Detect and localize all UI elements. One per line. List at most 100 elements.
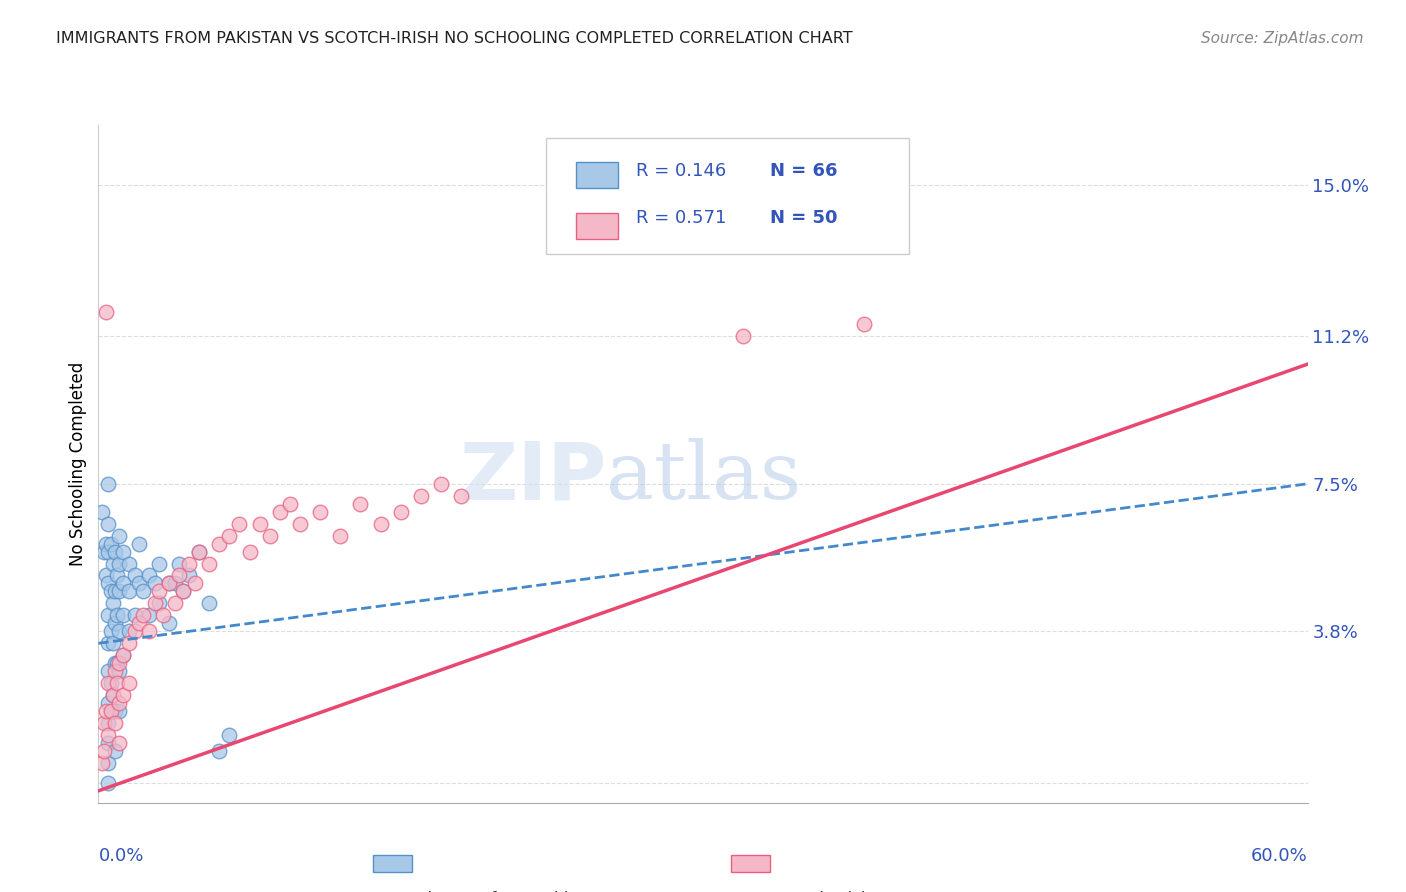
Point	[103, 664, 125, 678]
Point	[105, 657, 128, 671]
Point	[124, 568, 146, 582]
FancyBboxPatch shape	[546, 138, 908, 253]
Point	[111, 576, 134, 591]
Point	[107, 657, 129, 671]
Point	[97, 544, 120, 558]
Point	[157, 576, 180, 591]
Point	[128, 576, 150, 591]
Point	[100, 624, 122, 639]
Point	[97, 576, 120, 591]
Point	[100, 704, 122, 718]
Point	[93, 716, 115, 731]
Point	[107, 528, 129, 542]
Point	[118, 676, 141, 690]
Point	[132, 584, 155, 599]
Point	[148, 584, 170, 599]
Point	[430, 476, 453, 491]
Point	[184, 576, 207, 591]
Point	[409, 489, 432, 503]
Point	[97, 664, 120, 678]
Point	[157, 576, 180, 591]
Point	[188, 544, 211, 558]
Point	[105, 608, 128, 623]
Point	[97, 636, 120, 650]
Point	[118, 636, 141, 650]
Text: Scotch-Irish: Scotch-Irish	[775, 891, 873, 892]
Point	[309, 505, 332, 519]
Point	[93, 544, 115, 558]
Point	[163, 576, 186, 591]
Point	[177, 568, 201, 582]
Point	[96, 305, 118, 319]
Point	[96, 568, 118, 582]
Point	[259, 528, 281, 542]
Text: 0.0%: 0.0%	[98, 847, 143, 865]
Text: R = 0.146: R = 0.146	[637, 161, 727, 179]
Point	[101, 557, 124, 571]
Point	[97, 608, 120, 623]
Point	[111, 648, 134, 663]
Point	[853, 318, 876, 332]
Point	[103, 744, 125, 758]
Point	[138, 608, 160, 623]
Point	[97, 516, 120, 531]
Point	[143, 596, 166, 610]
Point	[118, 624, 141, 639]
Point	[101, 688, 124, 702]
Point	[103, 616, 125, 631]
Point	[93, 744, 115, 758]
Point	[97, 696, 120, 710]
Point	[148, 557, 170, 571]
Point	[97, 716, 120, 731]
Point	[97, 736, 120, 750]
Point	[93, 66, 115, 80]
Point	[118, 557, 141, 571]
Text: IMMIGRANTS FROM PAKISTAN VS SCOTCH-IRISH NO SCHOOLING COMPLETED CORRELATION CHAR: IMMIGRANTS FROM PAKISTAN VS SCOTCH-IRISH…	[56, 31, 853, 46]
Point	[111, 608, 134, 623]
Text: ZIP: ZIP	[458, 438, 606, 516]
Point	[107, 704, 129, 718]
Point	[103, 716, 125, 731]
Point	[172, 584, 194, 599]
Point	[329, 528, 352, 542]
Text: R = 0.571: R = 0.571	[637, 210, 727, 227]
FancyBboxPatch shape	[576, 212, 619, 239]
Text: atlas: atlas	[606, 438, 801, 516]
Text: Immigrants from Pakistan: Immigrants from Pakistan	[391, 891, 605, 892]
Point	[91, 505, 114, 519]
Point	[370, 516, 392, 531]
Text: N = 50: N = 50	[769, 210, 837, 227]
Point	[101, 636, 124, 650]
Point	[177, 557, 201, 571]
Point	[188, 544, 211, 558]
Point	[167, 568, 190, 582]
FancyBboxPatch shape	[576, 161, 619, 188]
Point	[143, 576, 166, 591]
Point	[100, 584, 122, 599]
Point	[97, 676, 120, 690]
Text: Source: ZipAtlas.com: Source: ZipAtlas.com	[1201, 31, 1364, 46]
Point	[218, 728, 240, 742]
Point	[733, 329, 755, 343]
Point	[288, 516, 311, 531]
Point	[96, 704, 118, 718]
Point	[103, 704, 125, 718]
Point	[118, 584, 141, 599]
Point	[132, 608, 155, 623]
Point	[249, 516, 271, 531]
Point	[107, 664, 129, 678]
Point	[228, 516, 250, 531]
Point	[269, 505, 291, 519]
Point	[111, 688, 134, 702]
Point	[172, 584, 194, 599]
Point	[107, 584, 129, 599]
Point	[208, 744, 231, 758]
Point	[124, 624, 146, 639]
Y-axis label: No Schooling Completed: No Schooling Completed	[69, 362, 87, 566]
Point	[100, 536, 122, 550]
Point	[349, 497, 371, 511]
Point	[105, 568, 128, 582]
Point	[208, 536, 231, 550]
Point	[103, 657, 125, 671]
Point	[157, 616, 180, 631]
